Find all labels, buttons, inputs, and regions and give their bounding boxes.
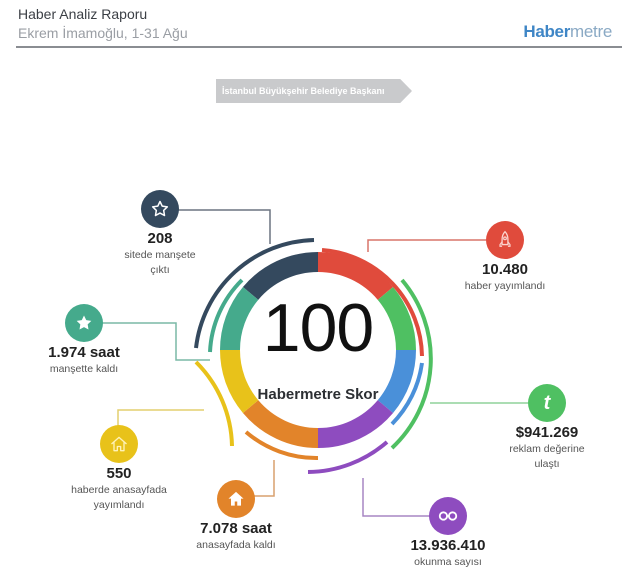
metric-read-count: 13.936.410 okunma sayısı <box>378 497 518 569</box>
star-filled-icon <box>65 304 103 342</box>
outer-arc-red <box>321 248 424 357</box>
tag-dot <box>407 89 411 93</box>
outer-arc-yellow <box>194 360 234 447</box>
outer-arc-green <box>390 278 433 450</box>
metric-label: haber yayımlandı <box>464 280 546 292</box>
outer-arc-blue <box>390 362 424 426</box>
connector-yellow <box>117 409 204 426</box>
star-outline-icon <box>141 190 179 228</box>
metric-homepage-hours: 7.078 saat anasayfada kaldı <box>166 480 306 552</box>
metric-value: $941.269 <box>515 424 579 441</box>
report-title: Haber Analiz Raporu <box>18 6 148 22</box>
ring-segment-navy <box>242 252 319 301</box>
metric-value: 208 <box>147 230 173 247</box>
metric-label-line2: ulaştı <box>534 458 560 470</box>
lira-icon: t <box>528 384 566 422</box>
score-label: Habermetre Skor <box>257 386 379 403</box>
outer-arc-navy <box>194 238 315 349</box>
home-outline-icon <box>100 425 138 463</box>
ring-segment-yellow <box>220 349 259 414</box>
score-value: 100 <box>262 290 374 366</box>
ring-segment-orange <box>242 399 319 448</box>
outer-arc-purple <box>307 440 389 474</box>
metric-label: anasayfada kaldı <box>196 539 276 551</box>
metric-label: haberde anasayfada <box>71 484 167 496</box>
ring-segment-blue <box>377 349 416 414</box>
glasses-icon <box>429 497 467 535</box>
metric-homepage-count: 550 haberde anasayfada yayımlandı <box>49 425 189 512</box>
ring-segment-red <box>317 252 394 301</box>
ring-segment-green <box>377 286 416 351</box>
metric-headline-count: 208 sitede manşete çıktı <box>90 190 230 277</box>
connector-red <box>367 239 486 252</box>
metric-label: okunma sayısı <box>414 556 482 568</box>
ring-segment-teal <box>220 286 259 351</box>
brand-logo-part2: metre <box>570 22 612 41</box>
metric-label: manşette kaldı <box>49 363 119 375</box>
metric-value: 7.078 saat <box>200 520 272 537</box>
metric-label-line2: çıktı <box>150 264 170 276</box>
position-tag: İstanbul Büyükşehir Belediye Başkanı <box>216 79 412 103</box>
report-subtitle: Ekrem İmamoğlu, 1-31 Ağu <box>18 25 188 41</box>
connector-teal <box>100 322 210 361</box>
metric-label-line2: yayımlandı <box>93 499 145 511</box>
home-filled-icon <box>217 480 255 518</box>
metric-label: reklam değerine <box>509 443 585 455</box>
metric-value: 10.480 <box>482 261 528 278</box>
ring-segment-purple <box>317 399 394 448</box>
metric-label: sitede manşete <box>124 249 196 261</box>
outer-arc-teal <box>208 278 244 353</box>
report-header: Haber Analiz Raporu Ekrem İmamoğlu, 1-31… <box>16 0 622 48</box>
metric-ad-value: t $941.269 reklam değerine ulaştı <box>477 384 617 471</box>
metric-headline-hours: 1.974 saat manşette kaldı <box>14 304 154 376</box>
metric-value: 13.936.410 <box>410 537 486 554</box>
brand-logo: Habermetre <box>523 22 612 42</box>
metric-value: 550 <box>106 465 132 482</box>
connector-purple <box>362 478 430 517</box>
connector-orange <box>253 460 275 497</box>
connector-navy <box>178 209 271 244</box>
outer-arc-orange <box>244 430 319 461</box>
metric-news-published: 10.480 haber yayımlandı <box>435 221 575 293</box>
rocket-icon <box>486 221 524 259</box>
metric-value: 1.974 saat <box>48 344 120 361</box>
brand-logo-part1: Haber <box>523 22 571 41</box>
